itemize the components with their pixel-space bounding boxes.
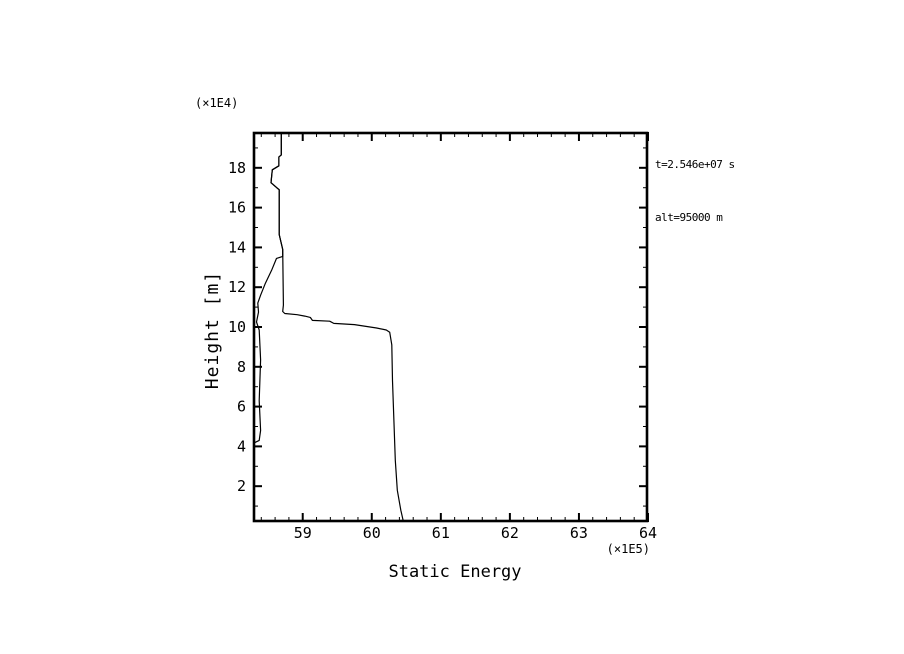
static-energy-profile-secondary [253, 132, 284, 444]
x-tick-label: 63 [570, 524, 588, 542]
annotation-altitude: alt=95000 m [655, 210, 723, 224]
annotation-block: t=2.546e+07 s alt=95000 m [655, 121, 735, 244]
y-tick-label: 14 [228, 238, 246, 256]
y-tick-label: 4 [237, 437, 246, 455]
annotation-time: t=2.546e+07 s [655, 158, 735, 171]
x-tick-label: 61 [432, 524, 450, 542]
plot-frame [252, 131, 649, 523]
x-tick-label: 62 [501, 524, 519, 542]
y-tick-label: 16 [228, 199, 246, 217]
x-tick-label: 64 [639, 524, 657, 542]
y-tick-label: 8 [237, 358, 246, 376]
x-tick-label: 60 [363, 524, 381, 542]
y-tick-label: 2 [237, 477, 246, 495]
x-axis-scale-note: (×1E5) [606, 542, 650, 556]
y-tick-label: 10 [228, 318, 246, 336]
y-tick-label: 12 [228, 278, 246, 296]
y-axis-scale-note: (×1E4) [195, 96, 239, 110]
x-tick-label: 59 [294, 524, 312, 542]
static-energy-profile-main [270, 132, 405, 522]
y-tick-label: 18 [228, 159, 246, 177]
y-tick-label: 6 [237, 398, 246, 416]
x-axis-label: Static Energy [388, 562, 522, 582]
